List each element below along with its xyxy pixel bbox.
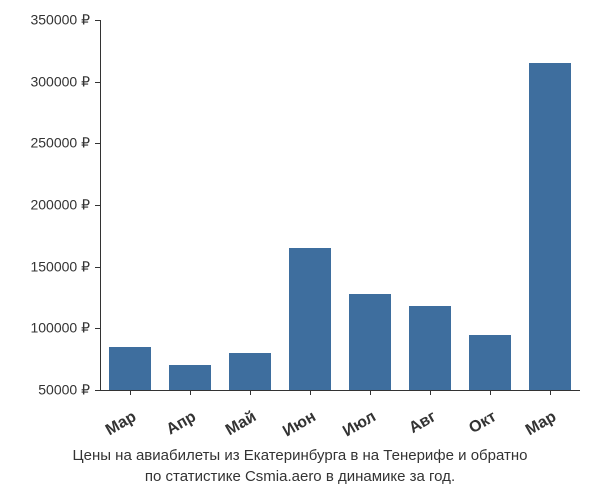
x-tick-mark — [250, 390, 251, 395]
y-tick-mark — [95, 328, 100, 329]
x-tick-label: Авг — [406, 408, 439, 438]
bar — [349, 294, 391, 390]
x-tick-label: Май — [223, 408, 260, 440]
y-axis-labels: 50000 ₽100000 ₽150000 ₽200000 ₽250000 ₽3… — [0, 20, 95, 390]
x-tick-label: Июл — [340, 408, 379, 441]
x-axis-line — [100, 390, 580, 391]
y-tick-label: 200000 ₽ — [30, 197, 90, 214]
x-tick-mark — [370, 390, 371, 395]
x-axis-labels: Мар Апр Май Июн Июл Авг Окт Мар — [100, 395, 580, 445]
bar — [109, 347, 151, 390]
y-tick-mark — [95, 390, 100, 391]
x-tick-mark — [550, 390, 551, 395]
y-tick-label: 150000 ₽ — [30, 258, 90, 275]
x-tick-label: Июн — [280, 408, 319, 441]
x-tick-mark — [490, 390, 491, 395]
y-tick-mark — [95, 205, 100, 206]
y-tick-label: 50000 ₽ — [38, 382, 90, 399]
y-tick-mark — [95, 82, 100, 83]
y-tick-label: 350000 ₽ — [30, 12, 90, 29]
y-tick-label: 300000 ₽ — [30, 73, 90, 90]
chart-container: 50000 ₽ 100000 ₽ 150000 ₽ 200000 ₽ 250000 ₽ 3… — [0, 0, 600, 500]
x-tick-mark — [190, 390, 191, 395]
caption-line-1: Цены на авиабилеты из Екатеринбурга в на… — [0, 445, 600, 466]
x-tick-mark — [430, 390, 431, 395]
bar — [169, 365, 211, 390]
bar — [229, 353, 271, 390]
bar — [469, 335, 511, 391]
x-tick-mark — [130, 390, 131, 395]
plot-area — [100, 20, 580, 390]
x-tick-label: Мар — [523, 408, 560, 440]
chart-caption: Цены на авиабилеты из Екатеринбурга в на… — [0, 445, 600, 487]
y-tick-label: 250000 ₽ — [30, 135, 90, 152]
y-tick-mark — [95, 267, 100, 268]
bar — [409, 306, 451, 390]
bar — [289, 248, 331, 390]
y-tick-mark — [95, 20, 100, 21]
x-tick-label: Окт — [466, 408, 500, 438]
y-tick-mark — [95, 143, 100, 144]
y-tick-label: 100000 ₽ — [30, 320, 90, 337]
x-tick-mark — [310, 390, 311, 395]
x-tick-label: Мар — [103, 408, 140, 440]
caption-line-2: по статистике Csmia.aero в динамике за г… — [0, 466, 600, 487]
bar — [529, 63, 571, 390]
x-tick-label: Апр — [164, 408, 200, 439]
